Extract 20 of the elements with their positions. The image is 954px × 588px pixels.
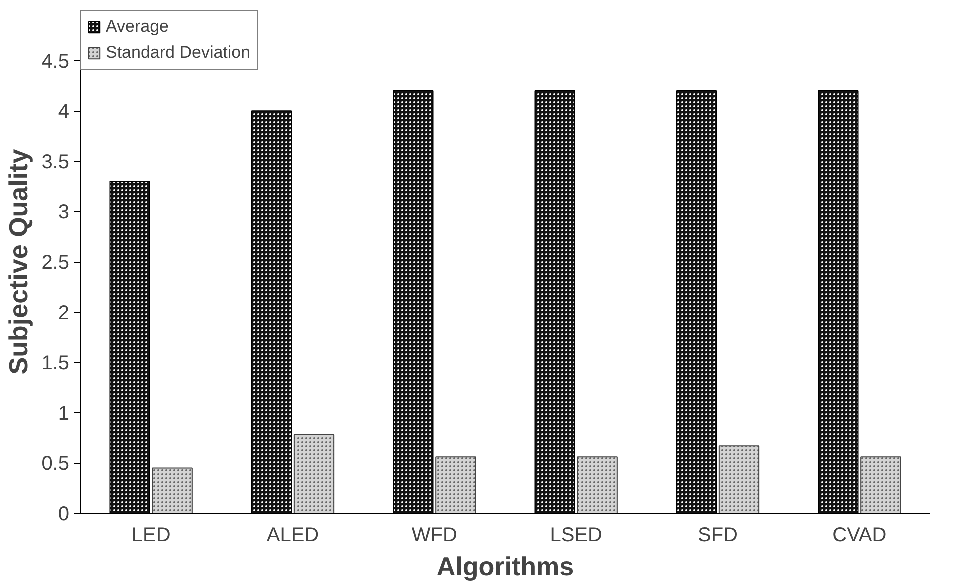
y-tick-label: 0.5 — [42, 453, 70, 476]
y-tick-label: 0 — [58, 504, 70, 526]
x-tick-label: CVAD — [832, 524, 887, 546]
y-axis-title: Subjective Quality — [4, 148, 34, 375]
legend-label: Standard Deviation — [106, 43, 251, 63]
y-tick-label: 4.5 — [42, 50, 70, 73]
x-axis-title: Algorithms — [436, 552, 574, 582]
x-tick-label: WFD — [412, 524, 458, 546]
legend-label: Average — [106, 17, 170, 37]
y-tick-label: 1 — [58, 402, 70, 425]
y-tick-label: 2 — [58, 302, 70, 324]
y-tick-label: 2.5 — [42, 252, 70, 274]
x-tick-label: ALED — [266, 524, 320, 546]
x-tick-label: LED — [132, 524, 171, 546]
y-tick-label: 3.5 — [42, 151, 70, 174]
y-tick-label: 4 — [58, 101, 70, 124]
y-tick-label: 3 — [58, 202, 70, 224]
y-tick-label: 1.5 — [42, 352, 70, 375]
x-tick-label: SFD — [698, 524, 738, 546]
x-tick-label: LSED — [550, 524, 602, 546]
